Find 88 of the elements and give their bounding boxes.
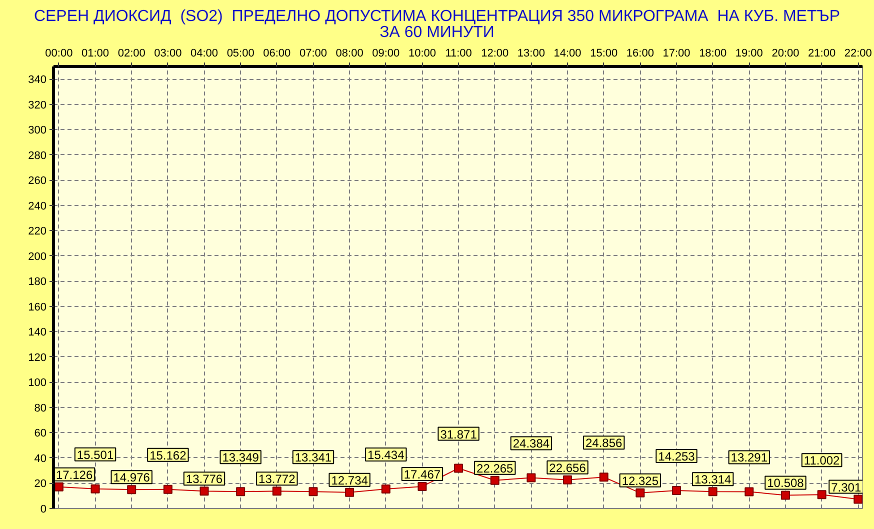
point	[636, 488, 645, 498]
x-tick-label: 00:00	[45, 48, 73, 60]
x-tick-label: 11:00	[445, 48, 472, 60]
y-tick-label: 280	[28, 150, 47, 162]
data-label: 11.002	[804, 454, 840, 468]
y-tick-label: 160	[28, 301, 47, 314]
data-label: 17.467	[404, 467, 441, 482]
point	[127, 485, 136, 494]
data-label: 13.349	[222, 450, 260, 465]
data-label: 10.508	[767, 476, 804, 490]
data-label: 13.314	[694, 472, 732, 487]
data-label: 15.434	[368, 448, 405, 462]
y-tick-label: 180	[28, 276, 47, 288]
point	[563, 475, 572, 484]
point	[163, 484, 172, 494]
point	[780, 490, 790, 500]
y-tick-label: 260	[28, 175, 47, 188]
y-tick-label: 320	[28, 99, 47, 112]
x-tick-label: 10:00	[408, 48, 436, 60]
x-tick-label: 09:00	[372, 48, 400, 60]
data-label: 15.162	[150, 448, 187, 462]
x-tick-label: 02:00	[118, 48, 146, 60]
x-tick-label: 13:00	[517, 48, 545, 60]
chart-title: СЕРЕН ДИОКСИД (SO2) ПРЕДЕЛНО ДОПУСТИМА КОНЦЕНТРАЦИЯ 350 МИКРОГРАМА НА КУБ. МЕТЪР ЗА 60 МИНУТИ	[34, 8, 840, 41]
data-label: 22.265	[476, 461, 514, 476]
point	[54, 482, 64, 492]
data-label: 12.734	[331, 473, 368, 488]
x-tick-label: 12:00	[481, 48, 509, 60]
y-tick-label: 100	[28, 377, 47, 390]
y-tick-label: 200	[28, 250, 47, 263]
x-tick-label: 20:00	[772, 48, 800, 60]
point	[490, 476, 500, 485]
y-tick-label: 40	[34, 452, 47, 465]
y-tick-label: 120	[28, 352, 47, 364]
x-tick-label: 18:00	[699, 48, 727, 60]
point	[272, 486, 282, 496]
data-label: 13.341	[294, 450, 332, 465]
data-label: 31.871	[440, 427, 478, 442]
data-label: 13.776	[186, 472, 223, 486]
x-tick-label: 22:00	[844, 48, 872, 60]
data-label: 14.253	[658, 450, 696, 464]
y-tick-label: 20	[34, 478, 47, 490]
point	[381, 484, 390, 494]
y-tick-label: 220	[28, 226, 47, 238]
y-tick-label: 80	[34, 402, 47, 414]
y-tick-label: 240	[28, 200, 47, 212]
data-label: 17.126	[56, 468, 93, 482]
x-tick-label: 03:00	[154, 48, 182, 60]
point	[308, 487, 318, 496]
x-tick-label: 07:00	[299, 48, 328, 60]
y-tick-label: 60	[34, 428, 47, 440]
x-tick-label: 01:00	[82, 48, 110, 60]
point	[599, 472, 608, 482]
x-tick-label: 14:00	[554, 48, 582, 60]
data-label: 24.384	[512, 436, 550, 451]
data-label: 22.656	[549, 460, 586, 475]
point	[708, 487, 718, 496]
x-tick-label: 16:00	[626, 48, 654, 60]
y-tick-label: 300	[28, 124, 47, 137]
x-tick-label: 15:00	[590, 48, 618, 60]
point	[817, 490, 826, 500]
y-tick-label: 340	[28, 74, 47, 86]
data-label: 13.772	[258, 472, 296, 486]
x-tick-label: 06:00	[263, 48, 291, 60]
data-label: 7.301	[831, 480, 862, 494]
x-tick-label: 08:00	[336, 48, 364, 60]
point	[454, 464, 464, 473]
x-tick-label: 05:00	[226, 48, 254, 60]
point	[236, 487, 246, 496]
data-label: 13.291	[730, 450, 768, 465]
point	[200, 486, 209, 496]
data-label: 14.976	[113, 470, 150, 485]
point	[418, 482, 427, 491]
y-tick-label: 0	[40, 504, 47, 516]
point	[854, 494, 862, 504]
data-label: 15.501	[76, 448, 114, 462]
data-label: 24.856	[586, 436, 623, 450]
point	[90, 484, 100, 494]
x-tick-label: 04:00	[190, 48, 218, 60]
y-tick-label: 140	[28, 326, 47, 339]
point	[345, 488, 354, 497]
x-tick-label: 19:00	[735, 48, 763, 60]
x-tick-label: 17:00	[662, 48, 690, 60]
point	[672, 486, 682, 495]
point	[526, 473, 536, 482]
x-tick-label: 21:00	[808, 48, 836, 60]
data-label: 12.325	[622, 474, 659, 488]
point	[744, 487, 754, 496]
